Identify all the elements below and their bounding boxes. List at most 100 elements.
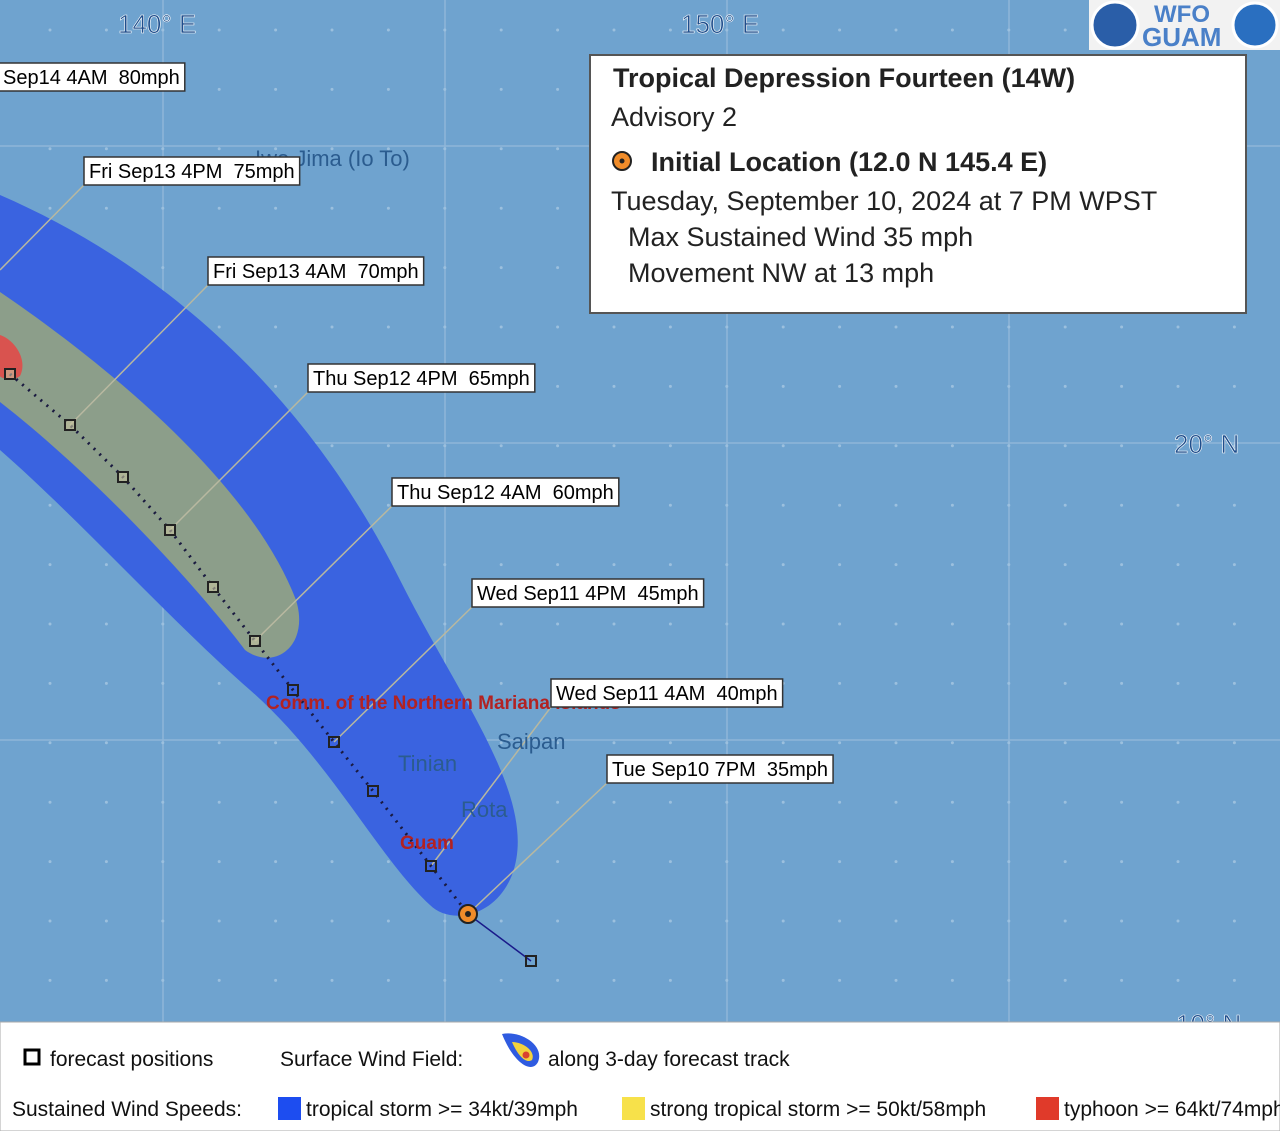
grid-dot [161, 622, 165, 626]
grid-dot [612, 384, 616, 388]
grid-dot [612, 325, 616, 329]
forecast-position [249, 635, 261, 647]
grid-dot [1176, 384, 1180, 388]
grid-dot [499, 266, 503, 270]
time: Tuesday, September 10, 2024 at 7 PM WPST [611, 186, 1157, 216]
grid-dot [386, 325, 390, 329]
grid-dot [725, 919, 729, 923]
grid-dot [161, 741, 165, 745]
grid-dot [499, 978, 503, 982]
grid-dot [1232, 681, 1236, 685]
grid-dot [1063, 622, 1067, 626]
grid-dot [217, 919, 221, 923]
grid-dot [894, 978, 898, 982]
grid-dot [1120, 563, 1124, 567]
grid-dot [781, 919, 785, 923]
grid-dot [725, 860, 729, 864]
grid-dot [894, 622, 898, 626]
grid-dot [838, 503, 842, 507]
grid-dot [1176, 978, 1180, 982]
legend-text: tropical storm >= 34kt/39mph [306, 1098, 578, 1121]
grid-dot [894, 325, 898, 329]
grid-dot [1063, 860, 1067, 864]
grid-dot [838, 444, 842, 448]
grid-dot [612, 800, 616, 804]
grid-dot [330, 978, 334, 982]
grid-dot [556, 622, 560, 626]
grid-dot [499, 622, 503, 626]
grid-dot [499, 919, 503, 923]
grid-dot [1007, 503, 1011, 507]
grid-dot [104, 147, 108, 151]
grid-dot [104, 563, 108, 567]
past-track [467, 913, 532, 962]
grid-dot [443, 919, 447, 923]
grid-dot [274, 325, 278, 329]
grid-dot [1232, 978, 1236, 982]
grid-dot [1176, 444, 1180, 448]
movement: Movement NW at 13 mph [628, 258, 934, 288]
grid-dot [104, 681, 108, 685]
grid-dot [443, 444, 447, 448]
grid-dot [499, 147, 503, 151]
label-box [0, 62, 186, 92]
grid-dot [104, 978, 108, 982]
grid-dot [48, 206, 52, 210]
grid-dot [781, 860, 785, 864]
grid-dot [894, 28, 898, 32]
grid-dot [443, 266, 447, 270]
grid-dot [386, 147, 390, 151]
grid-dot [1232, 860, 1236, 864]
grid-dot [1232, 741, 1236, 745]
grid-dot [838, 978, 842, 982]
forecast-position [164, 524, 176, 536]
grid-dot [950, 563, 954, 567]
grid-dot [274, 860, 278, 864]
label-box [550, 678, 784, 708]
grid-dot [274, 147, 278, 151]
grid-dot [1176, 919, 1180, 923]
forecast-labels: Sep14 4AM 80mph Fri Sep13 4PM 75mph Fri Se… [0, 62, 834, 784]
grid-dot [386, 444, 390, 448]
grid-dot [48, 563, 52, 567]
grid-dot [725, 325, 729, 329]
grid-dot [217, 206, 221, 210]
grid-dot [386, 860, 390, 864]
grid-dot [781, 503, 785, 507]
grid-dot [556, 563, 560, 567]
grid-dot [330, 87, 334, 91]
grid-dot [48, 28, 52, 32]
grid-dot [1063, 681, 1067, 685]
grid-dot [556, 266, 560, 270]
grid-dot [48, 503, 52, 507]
grid-dot [48, 741, 52, 745]
grid-dot [838, 741, 842, 745]
grid-dot [104, 800, 108, 804]
grid-dot [556, 147, 560, 151]
forecast-label: Sep14 4AM 80mph [3, 67, 180, 89]
grid-dot [612, 860, 616, 864]
grid-dot [781, 622, 785, 626]
grid-dot [1232, 325, 1236, 329]
place: Saipan [497, 729, 566, 754]
grid-dot [838, 325, 842, 329]
grid-dot [499, 741, 503, 745]
grid-dot [725, 563, 729, 567]
grid-dot [950, 681, 954, 685]
grid-dot [556, 384, 560, 388]
legend-swatch [622, 1097, 645, 1120]
grid-dot [838, 622, 842, 626]
grid-dot [443, 87, 447, 91]
forecast-position [4, 368, 16, 380]
grid-dot [104, 860, 108, 864]
grid-dot [725, 622, 729, 626]
grid-dot [894, 384, 898, 388]
grid-dot [725, 800, 729, 804]
grid-dot [556, 325, 560, 329]
grid-dot [556, 87, 560, 91]
grid-dot [612, 978, 616, 982]
grid-dot [443, 978, 447, 982]
grid-dot [950, 800, 954, 804]
grid-dot [1120, 503, 1124, 507]
logo-text: GUAM [1142, 22, 1221, 52]
